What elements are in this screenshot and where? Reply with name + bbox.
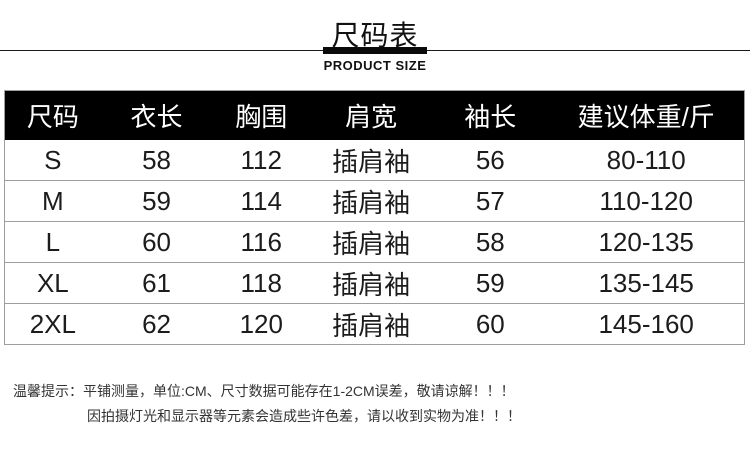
header-row: 尺码 衣长 胸围 肩宽 袖长 建议体重/斤 bbox=[4, 90, 745, 140]
table-cell: 56 bbox=[432, 140, 549, 181]
table-cell: 120-135 bbox=[548, 221, 745, 263]
table-cell: 58 bbox=[432, 221, 549, 263]
table-cell: 插肩袖 bbox=[310, 180, 433, 222]
note-line-2: 因拍摄灯光和显示器等元素会造成些许色差，请以收到实物为准！！！ bbox=[87, 408, 521, 424]
table-cell: 2XL bbox=[29, 308, 76, 339]
table-cell: 80-110 bbox=[548, 140, 745, 181]
table-cell: 59 bbox=[100, 180, 213, 222]
table-cell: 112 bbox=[212, 140, 311, 181]
page-subtitle: PRODUCT SIZE bbox=[323, 58, 427, 73]
table-cell: 59 bbox=[432, 262, 549, 304]
table-cell: 60 bbox=[100, 221, 213, 263]
size-table: 尺码 衣长 胸围 肩宽 袖长 建议体重/斤 S 58 112 插肩袖 56 80… bbox=[4, 90, 745, 345]
title-divider bbox=[0, 47, 750, 54]
table-row-l: L 60 116 插肩袖 58 120-135 bbox=[4, 221, 745, 263]
table-row-2xl: 2XL 62 120 插肩袖 60 145-160 bbox=[5, 304, 745, 345]
column-header-size: 尺码 bbox=[4, 90, 101, 140]
table-cell: 插肩袖 bbox=[310, 140, 433, 181]
table-cell: 62 bbox=[142, 308, 172, 339]
page-title: 尺码表 bbox=[331, 20, 419, 51]
table-row-m: M 59 114 插肩袖 57 110-120 bbox=[4, 180, 745, 222]
table-cell: 60 bbox=[475, 308, 505, 339]
table-row-xl: XL 61 118 插肩袖 59 135-145 bbox=[4, 262, 745, 304]
table-cell: 插肩袖 bbox=[310, 262, 433, 304]
table-cell: 插肩袖 bbox=[310, 221, 433, 263]
table-row-s: S 58 112 插肩袖 56 80-110 bbox=[4, 140, 745, 181]
table-cell: 145-160 bbox=[598, 308, 694, 339]
table-cell: L bbox=[4, 221, 101, 263]
table-cell: 116 bbox=[212, 221, 311, 263]
table-cell: M bbox=[4, 180, 101, 222]
column-header-bust: 胸围 bbox=[212, 90, 311, 140]
divider-accent-bar bbox=[323, 47, 427, 54]
table-cell: 118 bbox=[212, 262, 311, 304]
note-line-1: 温馨提示：平铺测量，单位:CM、尺寸数据可能存在1-2CM误差，敬请谅解！！！ bbox=[13, 383, 515, 399]
table-cell: 57 bbox=[432, 180, 549, 222]
column-header-length: 衣长 bbox=[100, 90, 213, 140]
table-cell: S bbox=[4, 140, 101, 181]
table-cell: 61 bbox=[100, 262, 213, 304]
column-header-shoulder: 肩宽 bbox=[310, 90, 433, 140]
table-cell: XL bbox=[4, 262, 101, 304]
table-cell: 135-145 bbox=[548, 262, 745, 304]
table-cell: 110-120 bbox=[548, 180, 745, 222]
size-table-header: 尺码 衣长 胸围 肩宽 袖长 建议体重/斤 bbox=[4, 90, 745, 140]
table-cell: 插肩袖 bbox=[332, 310, 411, 341]
table-cell: 114 bbox=[212, 180, 311, 222]
table-cell: 58 bbox=[100, 140, 213, 181]
table-cell: 120 bbox=[239, 308, 283, 339]
size-table-body: S 58 112 插肩袖 56 80-110 M 59 114 插肩袖 57 1… bbox=[4, 140, 745, 345]
column-header-weight: 建议体重/斤 bbox=[548, 90, 745, 140]
column-header-sleeve: 袖长 bbox=[432, 90, 549, 140]
